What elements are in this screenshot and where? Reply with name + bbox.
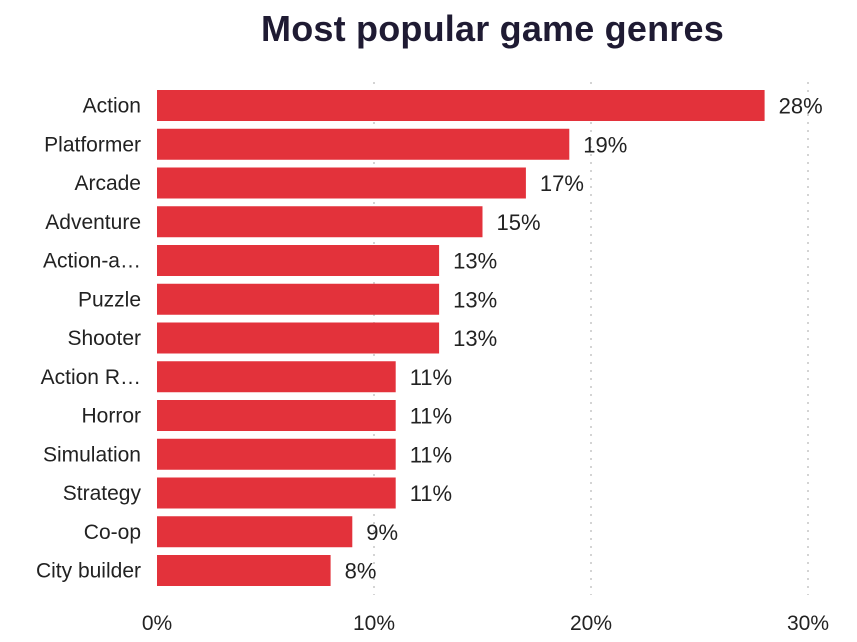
category-label: Strategy [63,482,142,505]
bar [157,400,396,431]
x-tick-label: 20% [570,612,612,635]
bar [157,128,570,160]
value-label: 19% [583,132,627,157]
category-label: Horror [81,405,141,428]
category-label: Co-op [84,521,141,544]
x-tick-label: 0% [142,612,172,635]
value-label: 11% [410,481,452,506]
bar [157,555,331,586]
value-label: 28% [779,94,823,119]
bar [157,90,765,121]
category-label: City builder [36,560,141,583]
category-label: Puzzle [78,288,141,311]
value-label: 11% [410,442,452,467]
x-tick-label: 10% [353,612,395,635]
category-label: Action-a… [43,250,141,273]
value-label: 13% [453,249,497,274]
bar [157,245,440,276]
bar [157,167,526,199]
category-label: Action [83,95,141,118]
value-label: 11% [410,365,452,390]
category-label: Adventure [45,211,141,234]
x-tick-label: 30% [787,612,829,635]
chart-title: Most popular game genres [261,8,724,49]
value-label: 13% [453,326,497,351]
bar [157,477,396,509]
value-label: 15% [497,210,541,235]
value-label: 13% [453,287,497,312]
value-label: 8% [345,559,377,584]
category-label: Shooter [67,327,141,350]
bar [157,361,396,393]
bar [157,516,353,548]
category-label: Platformer [44,133,141,156]
value-label: 17% [540,171,584,196]
category-label: Action R… [41,366,141,389]
bar [157,206,483,238]
bar [157,283,440,315]
bar [157,322,440,354]
value-label: 11% [410,404,452,429]
category-label: Arcade [74,172,141,195]
value-label: 9% [366,520,398,545]
category-label: Simulation [43,443,141,466]
bar [157,438,396,470]
